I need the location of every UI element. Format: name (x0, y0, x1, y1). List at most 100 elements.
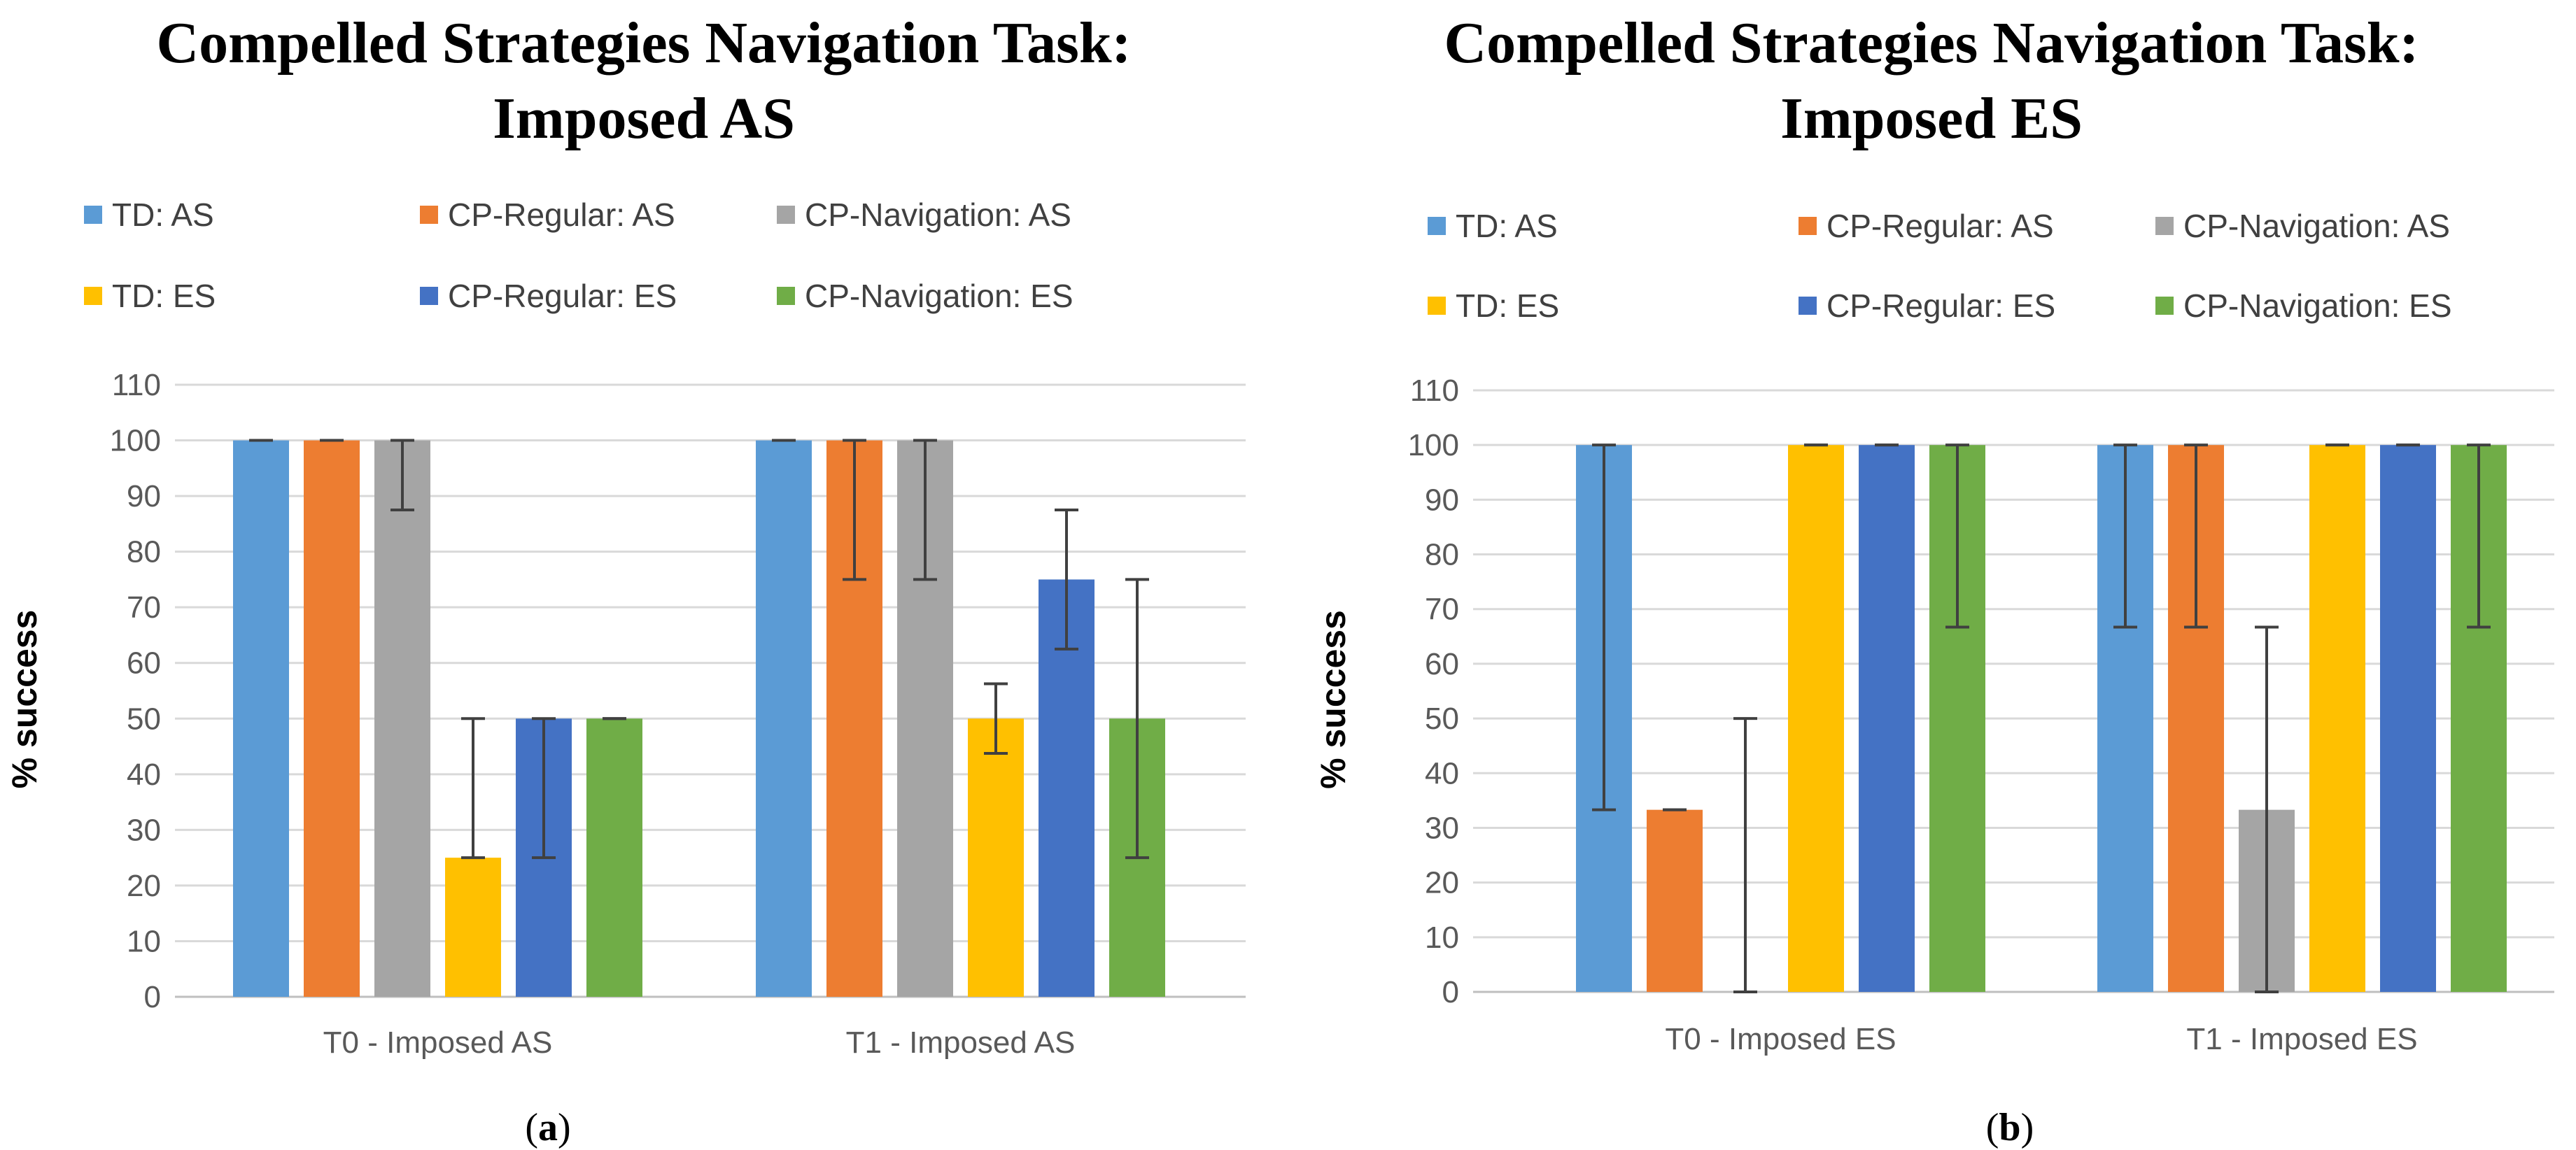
legend-swatch (1428, 217, 1446, 235)
legend-label: CP-Regular: AS (448, 197, 675, 233)
caption-letter: b (1999, 1106, 2021, 1149)
legend-item-cp-regular-as: CP-Regular: AS (1799, 208, 2054, 244)
legend-item-cp-regular-as: CP-Regular: AS (420, 197, 675, 233)
error-bar (1945, 443, 1969, 629)
legend-item-td-es: TD: ES (84, 278, 216, 314)
legend-item-cp-regular-es: CP-Regular: ES (420, 278, 677, 314)
legend-label: TD: AS (1456, 208, 1558, 244)
y-axis-label: % success (5, 610, 44, 789)
figure-caption-a: (a) (478, 1105, 618, 1150)
legend-item-cp-regular-es: CP-Regular: ES (1799, 288, 2056, 324)
legend-item-cp-navigation-as: CP-Navigation: AS (2155, 208, 2450, 244)
legend-swatch (84, 287, 102, 305)
legend-label: CP-Navigation: AS (2183, 208, 2450, 244)
legend-swatch (420, 206, 438, 224)
error-bar (390, 439, 414, 511)
y-tick-label: 70 (1425, 592, 1459, 627)
legend-swatch (420, 287, 438, 305)
legend-swatch (1428, 297, 1446, 315)
chart-title: Compelled Strategies Navigation Task: Im… (0, 6, 1288, 157)
error-bar (913, 439, 937, 581)
chart-title-line-1: Compelled Strategies Navigation Task: (156, 10, 1132, 76)
legend-label: TD: ES (1456, 288, 1560, 324)
y-tick-label: 100 (1408, 428, 1459, 462)
legend-swatch (1799, 217, 1817, 235)
bar (1859, 445, 1915, 992)
chart-title-line-2: Imposed AS (493, 86, 795, 151)
y-tick-label: 80 (1425, 538, 1459, 572)
y-tick-label: 90 (1425, 483, 1459, 517)
figure-caption-b: (b) (1940, 1105, 2080, 1150)
legend-label: TD: AS (112, 197, 214, 233)
legend-swatch (777, 287, 795, 305)
y-tick-label: 60 (1425, 647, 1459, 681)
y-tick-label: 10 (127, 924, 161, 958)
error-bar (1125, 578, 1149, 860)
x-category-label: T1 - Imposed ES (2186, 1022, 2417, 1056)
bar (2309, 445, 2365, 992)
legend-swatch (777, 206, 795, 224)
y-tick-label: 30 (1425, 811, 1459, 845)
x-category-label: T0 - Imposed ES (1665, 1022, 1896, 1056)
error-bar (2113, 443, 2137, 629)
caption-open: ( (525, 1106, 538, 1149)
y-tick-label: 50 (1425, 702, 1459, 736)
bar-chart-a: 0 10 20 30 40 50 60 70 80 90 100 110 % success T0 - I… (5, 368, 1246, 1060)
error-bar (2255, 625, 2279, 993)
legend-item-td-as: TD: AS (84, 197, 214, 233)
error-bar (2184, 443, 2208, 629)
caption-close: ) (558, 1106, 571, 1149)
x-category-label: T1 - Imposed AS (846, 1025, 1076, 1060)
error-bar (532, 717, 556, 860)
error-bar (1592, 443, 1616, 811)
y-tick-label: 60 (127, 646, 161, 681)
bar (756, 440, 812, 997)
bar (445, 858, 501, 997)
legend-label: TD: ES (112, 278, 216, 314)
legend-label: CP-Navigation: AS (805, 197, 1071, 233)
legend-label: CP-Regular: ES (1827, 288, 2056, 324)
y-tick-label: 40 (1425, 756, 1459, 790)
legend-label: CP-Regular: AS (1827, 208, 2054, 244)
bar-chart-b: 0 10 20 30 40 50 60 70 80 90 100 110 % success T0 - I… (1314, 374, 2554, 1056)
bar (304, 440, 360, 997)
caption-close: ) (2020, 1106, 2034, 1149)
error-bar (2467, 443, 2491, 629)
x-category-label: T0 - Imposed AS (323, 1025, 553, 1060)
bar (586, 718, 642, 997)
y-tick-label: 20 (127, 869, 161, 903)
y-tick-label: 10 (1425, 921, 1459, 955)
legend-item-cp-navigation-es: CP-Navigation: ES (2155, 288, 2452, 324)
y-tick-label: 110 (1410, 374, 1459, 408)
y-tick-label: 0 (1442, 975, 1459, 1009)
y-tick-label: 40 (127, 758, 161, 792)
y-tick-label: 50 (127, 702, 161, 736)
legend-swatch (1799, 297, 1817, 315)
bar (374, 440, 430, 997)
bar (968, 718, 1024, 997)
caption-open: ( (1985, 1106, 1999, 1149)
legend-item-td-es: TD: ES (1428, 288, 1560, 324)
caption-letter: a (538, 1106, 558, 1149)
bar (2380, 445, 2436, 992)
legend-swatch (2155, 297, 2174, 315)
y-tick-label: 80 (127, 535, 161, 569)
legend-label: CP-Regular: ES (448, 278, 677, 314)
chart-title-line-1: Compelled Strategies Navigation Task: (1444, 10, 2419, 76)
error-bar (1733, 717, 1757, 993)
chart-panel-b: Compelled Strategies Navigation Task: Im… (1288, 0, 2575, 1149)
legend-swatch (2155, 217, 2174, 235)
chart-title-line-2: Imposed ES (1780, 86, 2083, 151)
y-tick-label: 100 (110, 424, 161, 458)
bar (1788, 445, 1844, 992)
y-tick-label: 90 (127, 479, 161, 513)
legend-swatch (84, 206, 102, 224)
y-tick-label: 30 (127, 813, 161, 847)
chart-title: Compelled Strategies Navigation Task: Im… (1288, 6, 2575, 157)
legend-label: CP-Navigation: ES (805, 278, 1074, 314)
y-tick-label: 0 (144, 980, 161, 1014)
error-bar (1055, 508, 1078, 651)
error-bar (984, 682, 1008, 755)
legend-item-cp-navigation-as: CP-Navigation: AS (777, 197, 1071, 233)
y-tick-label: 70 (127, 590, 161, 625)
